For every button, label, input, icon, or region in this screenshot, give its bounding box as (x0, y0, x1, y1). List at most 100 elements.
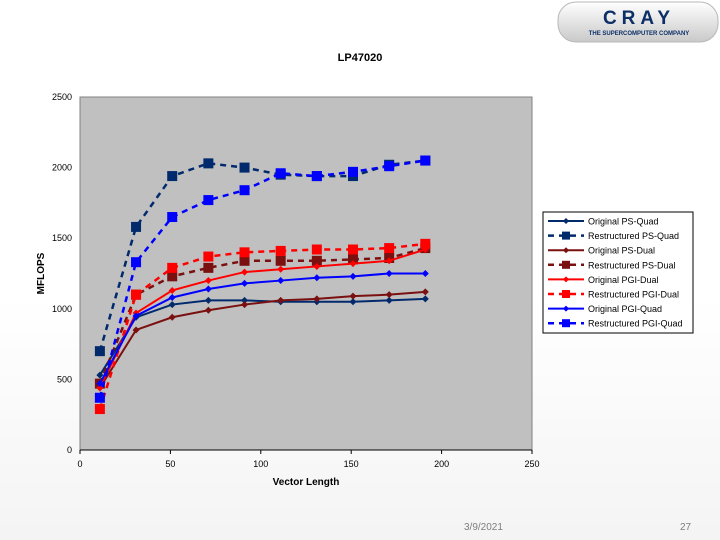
data-point (241, 279, 249, 287)
data-point (203, 262, 214, 273)
data-point (96, 380, 104, 388)
series-line (99, 297, 426, 376)
legend-label: Original PS-Dual (588, 246, 655, 256)
data-point (563, 247, 569, 254)
legend-item: Restructured PGI-Quad (548, 319, 683, 329)
x-tick-label: 200 (434, 459, 449, 469)
data-point (167, 212, 178, 223)
data-point (239, 185, 250, 196)
y-axis-label: MFLOPS (36, 252, 47, 294)
data-point (94, 404, 105, 415)
data-point (96, 384, 104, 392)
data-point (562, 319, 570, 328)
data-point (167, 271, 178, 282)
x-tick-label: 100 (253, 459, 268, 469)
data-point (421, 270, 429, 277)
series-line (99, 290, 426, 389)
y-tick-label: 2500 (52, 92, 72, 102)
data-point (204, 285, 212, 293)
data-point (348, 244, 359, 255)
chart-title: LP47020 (337, 52, 383, 64)
page-number: 27 (680, 522, 692, 533)
data-point (349, 292, 357, 300)
data-point (563, 276, 569, 283)
data-point (204, 306, 212, 314)
series-line (99, 272, 426, 385)
data-point (349, 272, 357, 280)
data-point (277, 265, 285, 273)
plot-area (79, 96, 533, 451)
logo-tagline: THE SUPERCOMPUTER COMPANY (589, 31, 690, 37)
data-point (421, 288, 429, 296)
data-point (241, 301, 249, 309)
data-point (385, 296, 393, 304)
x-axis-label: Vector Length (273, 477, 340, 488)
y-tick-label: 1000 (52, 304, 72, 314)
data-point (348, 254, 359, 265)
data-point (204, 277, 212, 285)
data-point (168, 313, 176, 321)
data-point (96, 371, 104, 379)
data-point (167, 262, 178, 273)
y-tick-label: 1500 (52, 233, 72, 243)
data-point (562, 290, 570, 298)
data-point (311, 255, 322, 266)
data-point (348, 166, 359, 177)
data-point (94, 346, 105, 357)
data-point (385, 270, 393, 277)
data-point (203, 251, 214, 262)
series-line (98, 242, 426, 410)
data-point (168, 286, 176, 294)
data-point (563, 305, 569, 312)
data-point (131, 289, 142, 300)
data-point (239, 247, 250, 258)
legend-item: Original PGI-Dual (548, 275, 659, 285)
y-tick-label: 2000 (52, 163, 72, 173)
series-original-ps-dual (96, 288, 429, 392)
legend-label: Original PS-Quad (588, 217, 659, 227)
data-point (275, 245, 286, 256)
legend-label: Restructured PGI-Dual (588, 290, 679, 300)
footer-date: 3/9/2021 (464, 522, 503, 533)
data-point (204, 296, 212, 304)
data-point (311, 171, 322, 182)
x-tick-label: 50 (165, 459, 175, 469)
data-point (311, 244, 322, 255)
legend-item: Original PGI-Quad (548, 304, 662, 314)
legend-label: Original PGI-Quad (588, 304, 662, 314)
data-point (420, 155, 431, 166)
data-point (203, 195, 214, 206)
data-point (277, 296, 285, 304)
data-point (131, 221, 142, 232)
data-point (384, 161, 395, 172)
data-point (313, 295, 321, 303)
data-point (420, 238, 431, 249)
legend: Original PS-Quad Restructured PS-Quad Orig… (542, 211, 694, 334)
data-point (167, 171, 178, 182)
data-point (385, 291, 393, 299)
cray-logo: CRAY THE SUPERCOMPUTER COMPANY (556, 0, 720, 44)
x-tick-label: 250 (524, 459, 539, 469)
legend-item: Original PS-Quad (548, 217, 659, 227)
data-point (131, 257, 142, 268)
data-point (385, 257, 393, 265)
legend-label: Restructured PS-Dual (588, 260, 676, 270)
series-line (98, 248, 426, 389)
data-point (94, 392, 105, 403)
data-point (349, 260, 357, 268)
data-point (241, 296, 249, 304)
data-point (562, 260, 570, 269)
data-point (562, 231, 570, 240)
data-point (421, 295, 429, 303)
data-point (132, 312, 140, 320)
y-tick-label: 0 (67, 445, 72, 455)
legend-label: Original PGI-Dual (588, 275, 659, 285)
data-point (241, 268, 249, 276)
logo-brand: CRAY (603, 8, 675, 29)
data-point (277, 277, 285, 285)
legend-item: Restructured PGI-Dual (548, 290, 679, 300)
legend-item: Restructured PS-Dual (548, 260, 676, 270)
legend-item: Restructured PS-Quad (548, 231, 679, 241)
legend-label: Restructured PGI-Quad (588, 319, 683, 329)
